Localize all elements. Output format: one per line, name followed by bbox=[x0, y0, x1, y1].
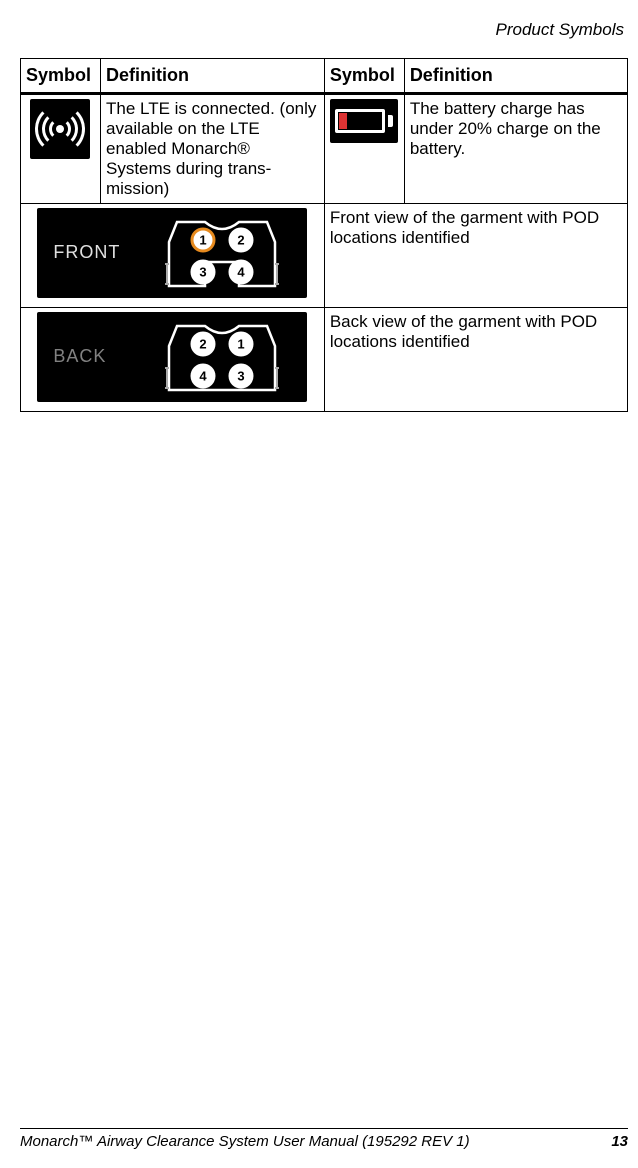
lte-definition: The LTE is connected. (only available on… bbox=[100, 94, 324, 204]
footer-manual-title: Monarch™ Airway Clearance System User Ma… bbox=[20, 1133, 470, 1150]
battery-fill bbox=[339, 113, 347, 129]
back-label: BACK bbox=[53, 346, 106, 367]
th-def-2: Definition bbox=[404, 59, 627, 94]
back-garment-definition: Back view of the garment with POD locati… bbox=[324, 308, 627, 412]
front-garment-cell: FRONT 1 2 bbox=[21, 204, 325, 308]
front-vest-icon: 1 2 3 4 bbox=[157, 214, 287, 292]
th-def-1: Definition bbox=[100, 59, 324, 94]
lte-antenna-icon bbox=[30, 99, 90, 159]
symbols-table: Symbol Definition Symbol Definition The … bbox=[20, 58, 628, 412]
back-garment-cell: BACK 2 1 4 bbox=[21, 308, 325, 412]
battery-low-icon bbox=[330, 99, 398, 143]
back-vest-icon: 2 1 4 3 bbox=[157, 318, 287, 396]
front-label: FRONT bbox=[53, 242, 120, 263]
table-row: FRONT 1 2 bbox=[21, 204, 628, 308]
battery-symbol-cell bbox=[324, 94, 404, 204]
page-footer: Monarch™ Airway Clearance System User Ma… bbox=[20, 1128, 628, 1150]
table-row: The LTE is connected. (only available on… bbox=[21, 94, 628, 204]
pod-num: 2 bbox=[200, 337, 207, 352]
section-title: Product Symbols bbox=[20, 20, 628, 40]
footer-page-number: 13 bbox=[611, 1133, 628, 1150]
th-symbol-1: Symbol bbox=[21, 59, 101, 94]
table-row: BACK 2 1 4 bbox=[21, 308, 628, 412]
th-symbol-2: Symbol bbox=[324, 59, 404, 94]
pod-num: 1 bbox=[238, 337, 245, 352]
pod-num: 4 bbox=[200, 369, 208, 384]
pod-num: 3 bbox=[238, 369, 245, 384]
battery-definition: The battery charge has under 20% charge … bbox=[404, 94, 627, 204]
pod-num: 2 bbox=[238, 233, 245, 248]
lte-symbol-cell bbox=[21, 94, 101, 204]
front-garment-definition: Front view of the garment with POD locat… bbox=[324, 204, 627, 308]
pod-num: 3 bbox=[200, 265, 207, 280]
pod-num: 4 bbox=[238, 265, 246, 280]
garment-front-diagram: FRONT 1 2 bbox=[37, 208, 307, 298]
pod-num: 1 bbox=[200, 233, 207, 248]
garment-back-diagram: BACK 2 1 4 bbox=[37, 312, 307, 402]
